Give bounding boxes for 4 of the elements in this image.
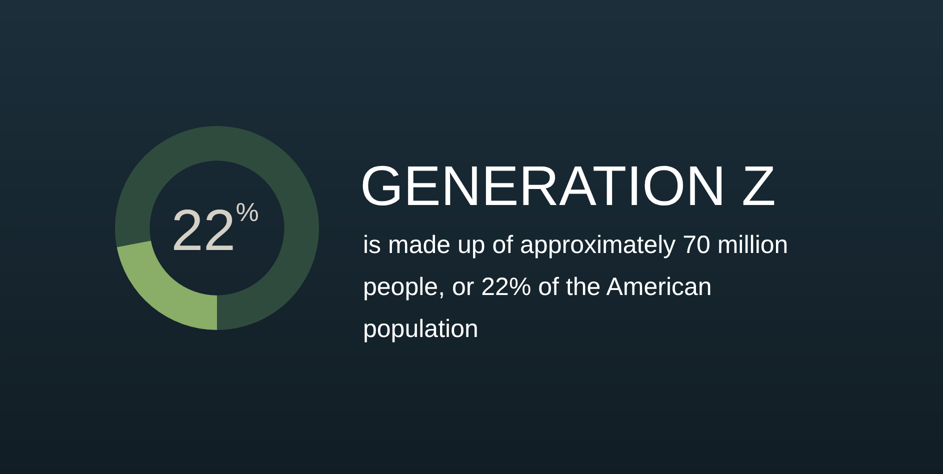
data-label: 22$^{%}$ xyxy=(171,197,259,263)
text: GENERATION Z xyxy=(360,154,776,217)
donut-slice xyxy=(115,126,319,330)
text: is made up of approximately 70 million people, or 22% of the American population xyxy=(363,231,788,343)
